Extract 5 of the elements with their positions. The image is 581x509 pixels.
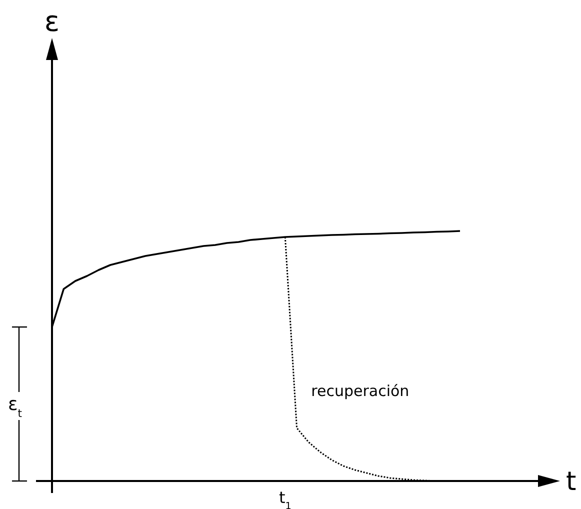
text: t$_{1}$	[278, 488, 292, 509]
text: ε$_{t}$	[8, 394, 22, 420]
series-label: recuperación	[311, 382, 410, 400]
x-axis-title: t	[566, 467, 576, 497]
text: ε	[44, 5, 60, 38]
